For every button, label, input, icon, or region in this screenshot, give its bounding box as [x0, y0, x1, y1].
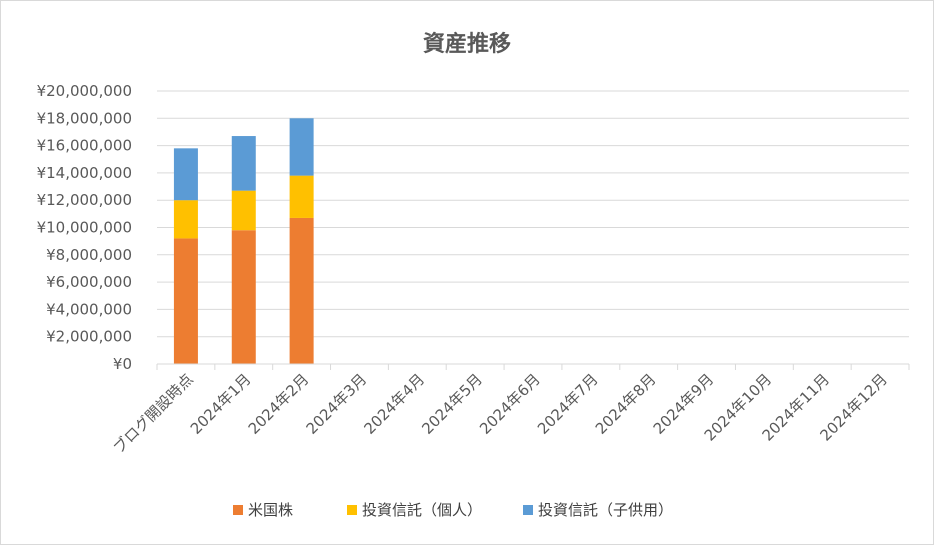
bar-segment	[289, 217, 314, 364]
y-tick-label: ¥20,000,000	[37, 82, 132, 100]
bar-segment	[231, 136, 256, 191]
x-tick-label: 2024年2月	[245, 370, 313, 438]
y-tick-label: ¥14,000,000	[37, 164, 132, 182]
y-tick-label: ¥10,000,000	[37, 219, 132, 237]
x-tick-label: 2024年5月	[418, 370, 486, 438]
bar-segment	[231, 230, 256, 364]
y-tick-label: ¥2,000,000	[46, 328, 132, 346]
x-tick-label: 2024年1月	[187, 370, 255, 438]
bar-segment	[289, 118, 314, 176]
chart-title: 資産推移	[423, 31, 511, 57]
bar-segment	[289, 175, 314, 218]
x-tick-label: 2024年3月	[303, 370, 371, 438]
y-tick-label: ¥8,000,000	[46, 246, 132, 264]
bars	[173, 118, 314, 364]
x-tick-label: 2024年6月	[476, 370, 544, 438]
bar-segment	[173, 200, 198, 239]
bar-segment	[173, 238, 198, 364]
gridlines	[157, 90, 909, 338]
y-tick-label: ¥18,000,000	[37, 109, 132, 127]
y-axis: ¥0 ¥2,000,000 ¥4,000,000 ¥6,000,000 ¥8,000,0…	[37, 82, 132, 373]
legend-swatch	[233, 505, 243, 515]
y-tick-label: ¥6,000,000	[46, 273, 132, 291]
x-axis: ブログ開設時点2024年1月2024年2月2024年3月2024年4月2024年…	[110, 363, 910, 457]
legend: 米国株 投資信託（個人） 投資信託（子供用）	[233, 501, 673, 519]
x-tick-label: ブログ開設時点	[110, 370, 197, 457]
legend-label: 米国株	[248, 501, 293, 519]
y-tick-label: ¥0	[113, 355, 132, 373]
bar-segment	[173, 148, 198, 201]
y-tick-label: ¥12,000,000	[37, 191, 132, 209]
bar-segment	[231, 190, 256, 231]
legend-label: 投資信託（個人）	[362, 501, 482, 519]
y-tick-label: ¥4,000,000	[46, 300, 132, 318]
x-tick-label: 2024年8月	[592, 370, 660, 438]
legend-label: 投資信託（子供用）	[538, 501, 673, 519]
legend-swatch	[347, 505, 357, 515]
legend-swatch	[523, 505, 533, 515]
x-tick-label: 2024年7月	[534, 370, 602, 438]
y-tick-label: ¥16,000,000	[37, 137, 132, 155]
x-tick-label: 2024年4月	[360, 370, 428, 438]
